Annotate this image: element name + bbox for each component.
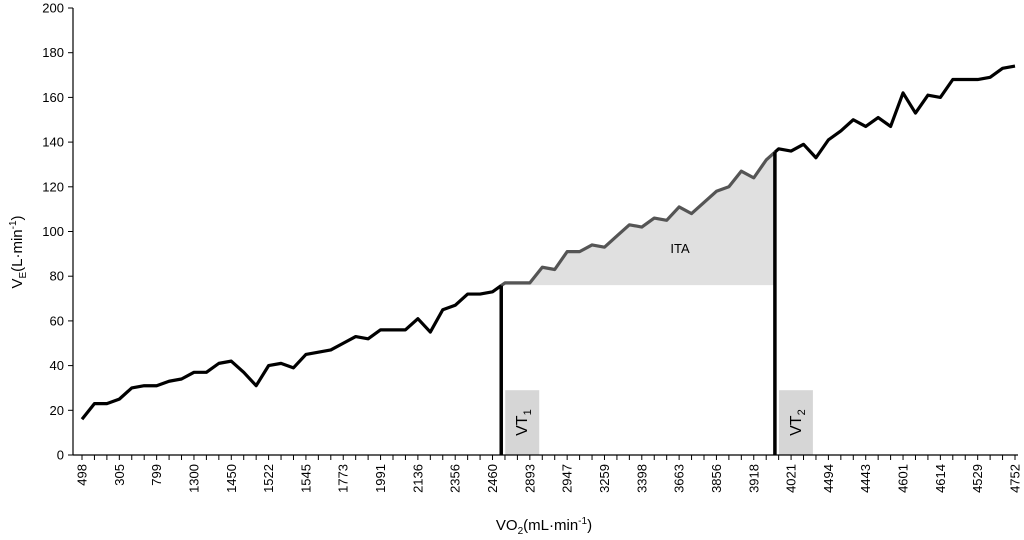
vt-label-boxes bbox=[505, 390, 813, 455]
vt1-label: VT1 bbox=[514, 409, 534, 436]
ita-label: ITA bbox=[670, 241, 690, 256]
x-tick-label: 2947 bbox=[560, 464, 575, 493]
x-tick-label: 305 bbox=[112, 464, 127, 486]
vt1-label-main: VT bbox=[514, 415, 531, 436]
x-tick-label: 1450 bbox=[224, 464, 239, 493]
y-axis-title-close: ) bbox=[9, 215, 26, 220]
x-tick-label: 4443 bbox=[858, 464, 873, 493]
y-tick-label: 160 bbox=[42, 90, 64, 105]
x-axis-title-base: VO bbox=[496, 517, 518, 534]
series-line-pre-vt1 bbox=[80, 284, 503, 421]
vt1-label-sub: 1 bbox=[522, 409, 534, 415]
y-tick-label: 120 bbox=[42, 179, 64, 194]
ita-shaded-area-group bbox=[501, 152, 775, 286]
y-tick-label: 140 bbox=[42, 135, 64, 150]
vt2-label-sub: 2 bbox=[796, 409, 808, 415]
threshold-lines bbox=[499, 152, 777, 455]
y-tick-label: 60 bbox=[50, 313, 64, 328]
y-axis-title-sup: -1 bbox=[8, 220, 19, 229]
x-tick-label: 1545 bbox=[298, 464, 313, 493]
vt2-box bbox=[778, 390, 813, 455]
y-axis-ticks: 0 20 40 60 80 100 120 140 160 180 200 bbox=[42, 1, 73, 463]
y-tick-label: 80 bbox=[50, 269, 64, 284]
x-tick-label: 2136 bbox=[410, 464, 425, 493]
x-tick-label: 1991 bbox=[373, 464, 388, 493]
x-tick-label: 2460 bbox=[485, 464, 500, 493]
x-tick-label: 1773 bbox=[336, 464, 351, 493]
x-axis-title: VO2(mL·min-1) bbox=[496, 516, 592, 537]
x-tick-label: 1300 bbox=[186, 464, 201, 493]
vt1-label-group: VT1 bbox=[514, 409, 534, 436]
vt2-label-main: VT bbox=[788, 415, 805, 436]
series-line-ita bbox=[500, 150, 776, 287]
x-tick-label: 3856 bbox=[709, 464, 724, 493]
y-axis-title-sub: E bbox=[18, 272, 29, 279]
x-axis-title-close: ) bbox=[587, 517, 592, 534]
axes bbox=[72, 8, 1018, 456]
y-tick-label: 180 bbox=[42, 45, 64, 60]
x-tick-label: 2893 bbox=[522, 464, 537, 493]
x-tick-label: 4529 bbox=[970, 464, 985, 493]
x-tick-label: 4752 bbox=[1008, 464, 1023, 493]
x-axis-title-rest: (mL·min bbox=[523, 517, 578, 534]
x-axis-ticks: 498 305 799 1300 1450 1522 1545 1773 1991 2136 235… bbox=[75, 455, 1023, 493]
x-tick-label: 1522 bbox=[261, 464, 276, 493]
x-tick-label: 799 bbox=[149, 464, 164, 486]
vt2-label-group: VT2 bbox=[788, 409, 808, 436]
series-group bbox=[80, 64, 1016, 421]
x-tick-label: 3918 bbox=[746, 464, 761, 493]
x-tick-label: 3663 bbox=[672, 464, 687, 493]
y-axis-title: VE(L·min-1) bbox=[8, 215, 29, 288]
y-tick-label: 100 bbox=[42, 224, 64, 239]
x-axis-title-sub: 2 bbox=[518, 526, 524, 537]
x-tick-label: 498 bbox=[75, 464, 90, 486]
y-tick-label: 20 bbox=[50, 403, 64, 418]
x-tick-label: 4614 bbox=[933, 464, 948, 493]
y-axis-title-base: V bbox=[9, 279, 26, 289]
y-tick-label: 40 bbox=[50, 358, 64, 373]
y-axis-title-rest: (L·min bbox=[9, 229, 26, 272]
x-tick-label: 4021 bbox=[784, 464, 799, 493]
x-axis-title-sup: -1 bbox=[578, 516, 587, 527]
x-tick-label: 2356 bbox=[448, 464, 463, 493]
ita-shaded-area bbox=[501, 152, 775, 286]
vt1-box bbox=[505, 390, 540, 455]
x-tick-label: 3259 bbox=[597, 464, 612, 493]
x-tick-label: 3398 bbox=[634, 464, 649, 493]
x-tick-label: 4601 bbox=[896, 464, 911, 493]
y-tick-label: 0 bbox=[57, 448, 64, 463]
y-tick-label: 200 bbox=[42, 1, 64, 16]
vt2-label: VT2 bbox=[788, 409, 808, 436]
series-line-post-vt2 bbox=[773, 64, 1016, 160]
x-tick-label: 4494 bbox=[821, 464, 836, 493]
